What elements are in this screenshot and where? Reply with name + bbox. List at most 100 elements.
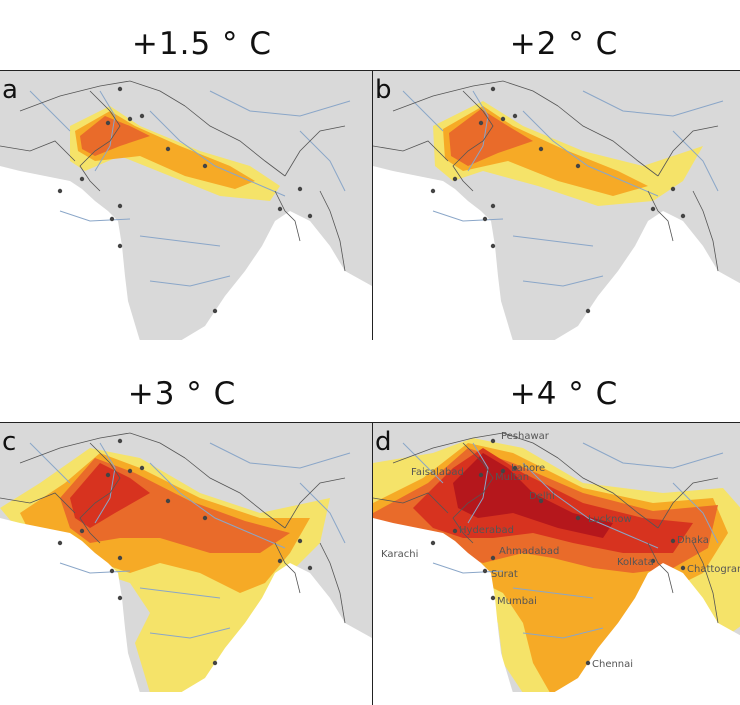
border-line — [373, 140, 449, 162]
city-dot — [202, 515, 208, 521]
city-dot — [490, 438, 496, 444]
city-dot — [490, 243, 496, 249]
city-dot — [490, 203, 496, 209]
city-label: Kolkata — [617, 557, 654, 568]
border-line — [319, 542, 346, 624]
city-dot — [482, 216, 488, 222]
city-dot — [117, 203, 123, 209]
city-dot — [117, 555, 123, 561]
border-line — [319, 190, 346, 272]
city-label: Multan — [495, 472, 529, 483]
river-line — [522, 110, 659, 197]
border-line — [79, 442, 121, 544]
river-line — [582, 442, 724, 469]
panel-letter: d — [375, 427, 392, 457]
city-label: Faisalabad — [411, 467, 464, 478]
border-line — [392, 432, 559, 464]
river-line — [59, 210, 131, 222]
city-dot — [212, 308, 218, 314]
arabian-sea — [373, 518, 513, 692]
city-dot — [165, 146, 171, 152]
river-line — [149, 110, 286, 197]
arabian-sea — [0, 166, 140, 340]
border-line — [657, 477, 719, 529]
river-line — [59, 562, 131, 574]
bay-of-bengal — [181, 211, 372, 340]
city-dot — [575, 163, 581, 169]
city-dot — [79, 528, 85, 534]
city-dot — [139, 113, 145, 119]
border-line — [0, 492, 76, 514]
map-svg — [0, 432, 372, 692]
border-line — [19, 432, 186, 464]
river-line — [582, 90, 724, 117]
border-line — [692, 542, 719, 624]
panel-divider-bottom — [372, 422, 373, 705]
city-dot — [490, 595, 496, 601]
river-line — [522, 275, 604, 287]
map-panel-c: c — [0, 422, 372, 692]
city-dot — [307, 213, 313, 219]
river-line — [467, 442, 489, 524]
city-dot — [585, 660, 591, 666]
panel-title-d: +4 ° C — [509, 376, 619, 412]
panel-title-b: +2 ° C — [509, 26, 619, 62]
city-dot — [165, 498, 171, 504]
city-label: Hyderabad — [459, 525, 514, 536]
city-dot — [452, 176, 458, 182]
border-line — [557, 457, 659, 529]
city-dot — [670, 538, 676, 544]
river-line — [522, 462, 659, 549]
city-dot — [500, 468, 506, 474]
city-dot — [139, 465, 145, 471]
river-line — [149, 462, 286, 549]
panel-letter: b — [375, 75, 392, 105]
bay-of-bengal — [554, 563, 740, 692]
panel-letter: a — [2, 75, 18, 105]
map-panel-d: d Peshawar Faisalabad Lahore Multan Delhi Luc… — [373, 422, 740, 692]
river-line — [149, 627, 231, 639]
river-line — [402, 90, 444, 132]
border-line — [0, 140, 76, 162]
city-dot — [57, 188, 63, 194]
map-panel-b: b — [373, 70, 740, 340]
city-label: Karachi — [381, 549, 418, 560]
city-label: Lahore — [511, 463, 545, 474]
city-dot — [500, 116, 506, 122]
city-label: Ahmadabad — [499, 546, 559, 557]
heat-zone — [449, 109, 533, 166]
river-line — [149, 275, 231, 287]
city-dot — [109, 568, 115, 574]
city-dot — [117, 243, 123, 249]
city-label: Chennai — [592, 659, 633, 670]
heat-zone — [453, 453, 613, 538]
city-label: Surat — [491, 569, 518, 580]
city-dot — [430, 188, 436, 194]
border-line — [284, 125, 346, 177]
border-line — [274, 190, 301, 242]
border-line — [184, 105, 286, 177]
city-dot — [538, 146, 544, 152]
river-line — [299, 130, 346, 192]
city-dot — [212, 660, 218, 666]
river-line — [512, 587, 594, 599]
heat-zone — [80, 116, 150, 156]
city-dot — [452, 528, 458, 534]
city-dot — [127, 116, 133, 122]
map-svg — [373, 80, 740, 340]
city-label: Peshawar — [501, 431, 550, 442]
city-dot — [79, 176, 85, 182]
city-dot — [307, 565, 313, 571]
city-dot — [585, 308, 591, 314]
city-dot — [297, 186, 303, 192]
city-label: Delhi — [529, 491, 555, 502]
city-dot — [680, 565, 686, 571]
bay-of-bengal — [181, 563, 372, 692]
border-line — [373, 492, 449, 514]
city-dot — [127, 468, 133, 474]
river-line — [139, 587, 221, 599]
river-line — [29, 90, 71, 132]
city-dot — [202, 163, 208, 169]
river-line — [209, 442, 351, 469]
